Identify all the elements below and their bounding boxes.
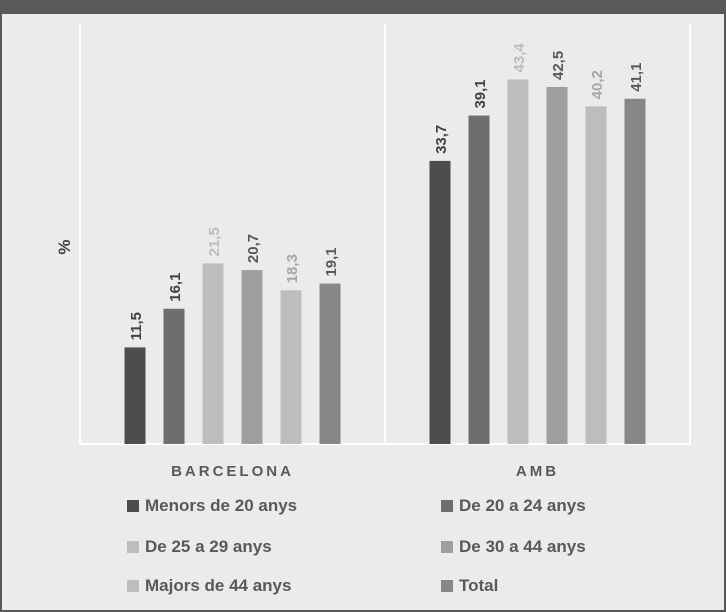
bar-barcelona-3 [241,270,263,444]
data-label-barcelona-0: 11,5 [128,312,145,340]
bar-amb-5 [624,98,646,444]
legend-label: De 30 a 44 anys [459,537,586,556]
bar-barcelona-5 [319,283,341,444]
legend-swatch [127,580,139,592]
legend-swatch [441,541,453,553]
data-label-barcelona-3: 20,7 [245,234,262,263]
bar-barcelona-4 [280,290,302,444]
data-label-amb-5: 41,1 [628,63,645,92]
data-label-amb-4: 40,2 [589,70,606,99]
data-label-barcelona-5: 19,1 [323,247,340,276]
legend-item-3: De 30 a 44 anys [441,535,586,559]
data-label-amb-3: 42,5 [550,51,567,80]
bar-amb-1 [468,115,490,444]
bar-barcelona-0 [124,347,146,444]
data-label-barcelona-2: 21,5 [206,227,223,256]
legend-label: De 25 a 29 anys [145,537,272,556]
bar-barcelona-2 [202,263,224,444]
category-label-barcelona: BARCELONA [171,463,294,480]
bar-amb-0 [429,160,451,445]
legend-swatch [127,541,139,553]
data-label-barcelona-4: 18,3 [284,254,301,283]
legend-swatch [441,580,453,592]
legend-label: De 20 a 24 anys [459,496,586,515]
data-labels-group: 11,5 16,1 21,5 20,7 18,3 19,1 33,7 39,1 43,4 42,5… [128,43,645,341]
data-label-barcelona-1: 16,1 [167,273,184,302]
bars-group [124,79,646,445]
legend-swatch [441,500,453,512]
legend-item-0: Menors de 20 anys [127,494,297,518]
bar-amb-3 [546,87,568,444]
data-label-amb-0: 33,7 [433,125,450,154]
legend-swatch [127,500,139,512]
bar-chart: 11,5 16,1 21,5 20,7 18,3 19,1 33,7 39,1 43,4 42,5… [55,24,691,445]
legend-item-2: De 25 a 29 anys [127,535,272,559]
legend-item-5: Total [441,574,498,598]
legend-label: Total [459,576,499,595]
legend-label: Majors de 44 anys [145,576,292,595]
category-label-amb: AMB [515,463,560,480]
data-label-amb-1: 39,1 [472,79,489,108]
bar-amb-4 [585,106,607,444]
data-label-amb-2: 43,4 [511,43,528,73]
legend-item-1: De 20 a 24 anys [441,494,586,518]
bar-barcelona-1 [163,308,185,444]
legend-label: Menors de 20 anys [145,496,298,515]
bar-amb-2 [507,79,529,444]
legend-item-4: Majors de 44 anys [127,574,291,598]
header-bar [0,0,726,14]
y-axis-label: % [55,239,74,254]
